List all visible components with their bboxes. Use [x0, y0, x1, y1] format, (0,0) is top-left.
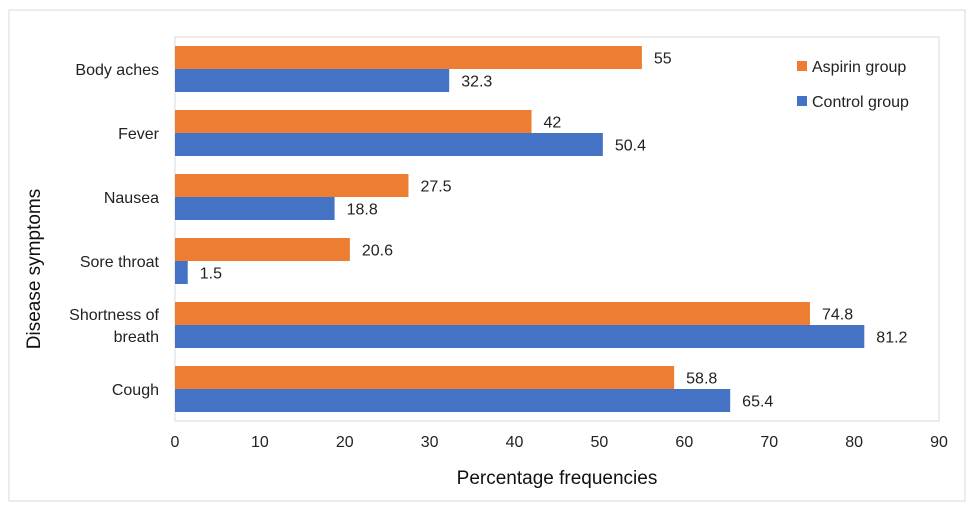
x-tick-label-8: 80 — [845, 434, 863, 451]
bar-aspirin-3 — [175, 238, 350, 261]
data-label-control-3: 1.5 — [200, 266, 222, 283]
bar-control-0 — [175, 69, 450, 92]
bar-control-2 — [175, 197, 335, 220]
legend-label-control: Control group — [812, 94, 909, 111]
bars-layer — [175, 46, 865, 412]
category-label-3: Sore throat — [80, 254, 160, 271]
data-label-aspirin-0: 55 — [654, 51, 672, 68]
bar-control-5 — [175, 389, 731, 412]
y-axis-title: Disease symptoms — [24, 189, 45, 350]
x-tick-label-6: 60 — [675, 434, 693, 451]
data-label-control-2: 18.8 — [347, 202, 378, 219]
x-tick-label-0: 0 — [171, 434, 180, 451]
x-tick-label-1: 10 — [251, 434, 269, 451]
x-tick-label-5: 50 — [591, 434, 609, 451]
category-label-4-line-0: Shortness of — [69, 307, 159, 324]
x-axis-title: Percentage frequencies — [457, 468, 658, 489]
bar-aspirin-2 — [175, 174, 409, 197]
x-tick-labels-layer: 0 10 20 30 40 50 60 70 80 90 — [171, 434, 948, 451]
category-label-1: Fever — [118, 126, 160, 143]
x-tick-label-4: 40 — [506, 434, 524, 451]
data-label-aspirin-2: 27.5 — [420, 179, 451, 196]
legend-label-aspirin: Aspirin group — [812, 59, 906, 76]
category-label-5: Cough — [112, 382, 159, 399]
category-label-0: Body aches — [75, 62, 159, 79]
category-labels-layer: Body aches Fever Nausea Sore throat Shortnes… — [69, 62, 159, 399]
data-label-aspirin-3: 20.6 — [362, 243, 393, 260]
data-label-control-1: 50.4 — [615, 138, 646, 155]
data-label-aspirin-5: 58.8 — [686, 371, 717, 388]
legend-swatch-aspirin — [797, 61, 807, 71]
category-label-2: Nausea — [104, 190, 159, 207]
data-label-aspirin-1: 42 — [544, 115, 562, 132]
bar-control-1 — [175, 133, 603, 156]
legend-swatch-control — [797, 96, 807, 106]
data-label-control-5: 65.4 — [742, 394, 773, 411]
data-label-aspirin-4: 74.8 — [822, 307, 853, 324]
x-tick-label-9: 90 — [930, 434, 948, 451]
bar-aspirin-4 — [175, 302, 810, 325]
bar-aspirin-5 — [175, 366, 675, 389]
x-tick-label-3: 30 — [421, 434, 439, 451]
bar-aspirin-0 — [175, 46, 642, 69]
bar-control-4 — [175, 325, 865, 348]
data-label-control-4: 81.2 — [876, 330, 907, 347]
bar-aspirin-1 — [175, 110, 532, 133]
bar-control-3 — [175, 261, 188, 284]
legend: Aspirin group Control group — [797, 59, 909, 111]
data-labels-layer: 55 32.3 42 50.4 27.5 18.8 20.6 1.5 74.8 81.2 58.8 6… — [200, 51, 908, 411]
data-label-control-0: 32.3 — [461, 74, 492, 91]
x-tick-label-7: 70 — [760, 434, 778, 451]
x-tick-label-2: 20 — [336, 434, 354, 451]
plot-area — [174, 36, 940, 422]
category-label-4-line-1: breath — [114, 329, 159, 346]
